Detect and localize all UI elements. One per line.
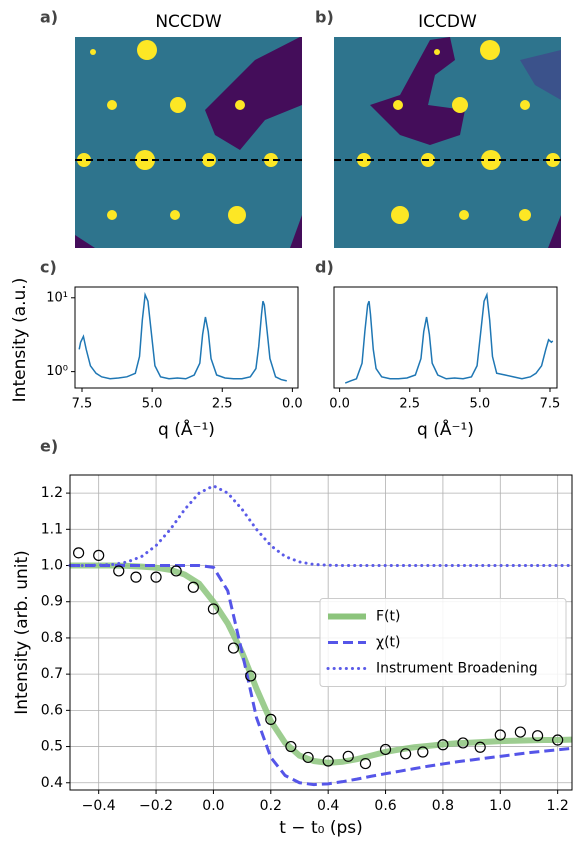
data-point (322, 755, 334, 767)
data-point (342, 750, 354, 762)
data-point (474, 741, 486, 753)
y-tick-label: 1.1 (41, 521, 63, 537)
y-tick-label: 0.6 (41, 702, 63, 718)
panel-label: d) (315, 258, 334, 277)
diffraction-image-a (75, 37, 302, 248)
data-point (130, 571, 142, 583)
x-tick-label: 1.0 (489, 798, 511, 814)
x-tick-label: 2.5 (212, 397, 233, 412)
data-point (150, 571, 162, 583)
y-tick-label: 10¹ (46, 290, 68, 305)
y-tick-label: 0.8 (41, 630, 63, 646)
panel-label: b) (315, 8, 334, 27)
data-point (457, 737, 469, 749)
panel-title: ICCDW (418, 12, 477, 32)
legend-label: χ(t) (376, 635, 401, 651)
x-tick-label: 0.0 (202, 798, 224, 814)
series-line (70, 564, 573, 787)
series-line (344, 291, 554, 384)
diffraction-image-b (334, 37, 561, 248)
panel-label: c) (40, 258, 57, 277)
plot-frame (74, 286, 299, 389)
series-line (78, 291, 287, 382)
x-tick-label: 0.6 (374, 798, 396, 814)
data-point (207, 603, 220, 615)
data-point (73, 547, 85, 559)
x-tick-label: 0.2 (260, 798, 282, 814)
y-tick-label: 1.0 (41, 558, 63, 574)
x-tick-label: 1.2 (547, 798, 569, 814)
data-point (494, 729, 506, 741)
data-point (265, 713, 277, 725)
y-tick-label: 1.2 (41, 485, 63, 501)
x-tick-label: 5.0 (142, 397, 163, 412)
data-point (93, 549, 105, 561)
series-line (70, 562, 573, 766)
x-tick-label: 0.0 (282, 397, 303, 412)
data-point (437, 739, 449, 751)
x-tick-label: −0.4 (82, 798, 116, 814)
y-tick-label: 10⁰ (46, 364, 68, 379)
legend-label: F(t) (376, 609, 400, 625)
y-tick-label: 0.4 (41, 775, 63, 791)
x-tick-label: 0.8 (432, 798, 454, 814)
data-point (400, 748, 412, 760)
x-tick-label: 7.5 (540, 397, 561, 412)
panel-label: e) (40, 437, 58, 456)
data-point (113, 565, 125, 577)
data-point (170, 565, 182, 577)
x-tick-label: −0.2 (139, 798, 173, 814)
legend-label: Instrument Broadening (376, 661, 538, 677)
x-tick-label: 2.5 (399, 397, 420, 412)
x-axis-label: q (Å⁻¹) (417, 418, 474, 440)
x-tick-label: 0.4 (317, 798, 339, 814)
data-point (417, 746, 429, 758)
y-tick-label: 0.5 (41, 739, 63, 755)
data-point (514, 726, 526, 738)
data-point (359, 757, 372, 770)
plot-frame (69, 474, 573, 791)
x-axis-label: t − t₀ (ps) (279, 818, 363, 838)
data-point (187, 581, 199, 593)
data-point (379, 743, 392, 756)
data-point (227, 642, 240, 654)
plot-frame (333, 286, 558, 389)
x-tick-label: 5.0 (470, 397, 491, 412)
data-point (552, 734, 564, 746)
panel-label: a) (40, 8, 58, 27)
y-axis-label: Intensity (a.u.) (10, 278, 30, 403)
y-tick-label: 0.7 (41, 666, 63, 682)
panel-title: NCCDW (155, 12, 222, 32)
x-tick-label: 0.0 (329, 397, 350, 412)
data-point (302, 751, 314, 764)
series-line (68, 484, 574, 568)
legend-box (319, 598, 567, 687)
y-tick-label: 0.9 (41, 594, 63, 610)
data-point (245, 670, 257, 682)
y-axis-label: Intensity (arb. unit) (12, 550, 32, 715)
x-axis-label: q (Å⁻¹) (158, 418, 215, 440)
data-point (285, 740, 297, 753)
x-tick-label: 7.5 (72, 397, 93, 412)
data-point (531, 730, 544, 742)
